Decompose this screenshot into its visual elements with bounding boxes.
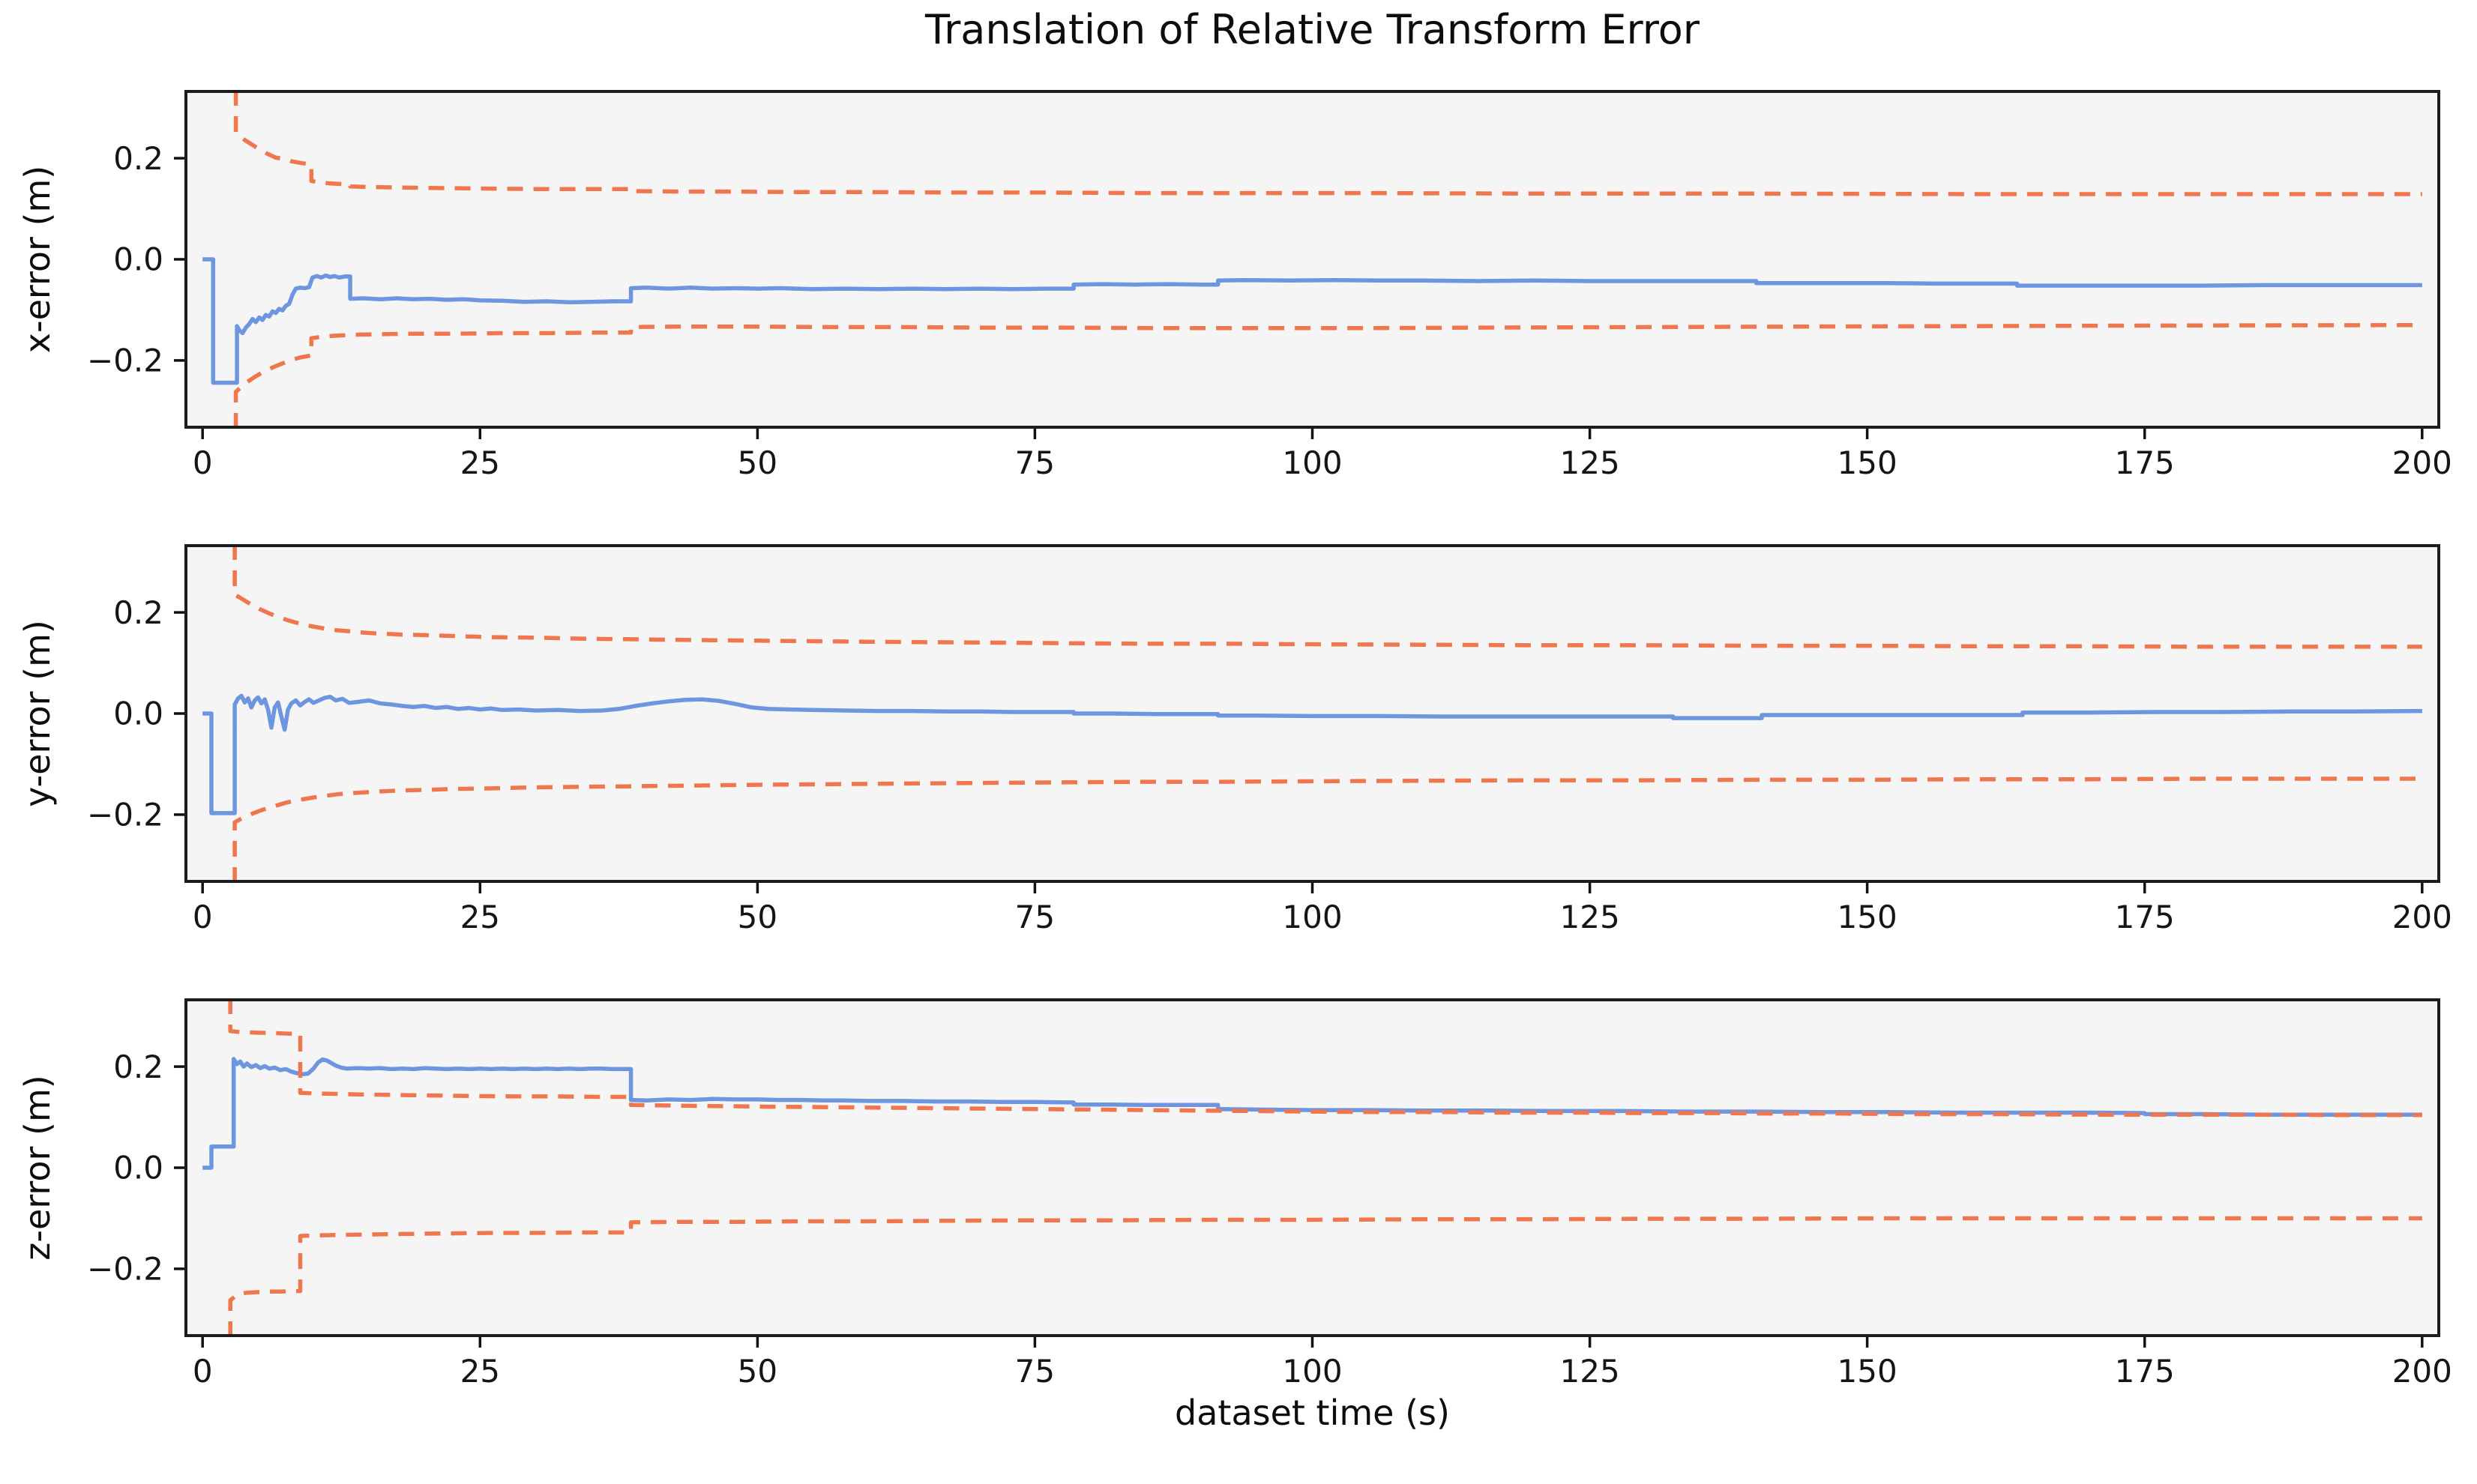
- x-tick-label: 100: [1282, 1353, 1342, 1390]
- y-error-line: [202, 693, 2422, 815]
- x-tick-label: 200: [2392, 444, 2452, 481]
- x-tick-label: 125: [1560, 899, 1620, 935]
- y-tick-label: 0.0: [113, 1150, 163, 1186]
- x-tick-label: 125: [1560, 1353, 1620, 1390]
- axes-background: [186, 91, 2439, 427]
- x-tick-label: 100: [1282, 899, 1342, 935]
- x-tick-label: 75: [1015, 1353, 1055, 1390]
- x-tick-label: 25: [460, 899, 500, 935]
- x-lower-bound-line: [233, 322, 2422, 427]
- y-axis-label-y-error: y-error (m): [17, 620, 58, 807]
- x-tick-label: 50: [738, 899, 777, 935]
- x-tick-label: 25: [460, 444, 500, 481]
- axes-spine: [184, 544, 2440, 883]
- subplot-x-error: 0 25 50 75 100 125 150 175 200 0.2 0.0 −0.2: [87, 90, 2452, 481]
- y-tick-label: 0.0: [113, 696, 163, 732]
- y-tick-label: −0.2: [87, 343, 163, 379]
- x-tick-label: 150: [1838, 1353, 1897, 1390]
- x-error-line: [202, 257, 2422, 385]
- x-tick-label: 50: [738, 444, 777, 481]
- y-lower-bound-line: [232, 776, 2422, 881]
- x-tick-label: 75: [1015, 899, 1055, 935]
- x-tick-label: 75: [1015, 444, 1055, 481]
- y-upper-bound-line: [232, 546, 2422, 649]
- x-tick-label: 0: [193, 1353, 213, 1390]
- x-tick-label: 100: [1282, 444, 1342, 481]
- y-tick-label: −0.2: [87, 1251, 163, 1288]
- z-upper-bound-line: [228, 1000, 2422, 1117]
- y-tick-label: 0.0: [113, 241, 163, 278]
- x-tick-label: 25: [460, 1353, 500, 1390]
- x-tick-label: 200: [2392, 1353, 2452, 1390]
- y-tick-label: −0.2: [87, 797, 163, 833]
- y-axis-label-x-error: x-error (m): [17, 165, 58, 354]
- y-tick-label: 0.2: [113, 140, 163, 177]
- x-upper-bound-line: [233, 91, 2422, 196]
- figure-title: Translation of Relative Transform Error: [925, 6, 1700, 53]
- x-tick-label: 50: [738, 1353, 777, 1390]
- z-error-line: [202, 1057, 2422, 1170]
- subplot-z-error: 0 25 50 75 100 125 150 175 200 0.2 0.0 −0.2: [87, 998, 2452, 1390]
- x-tick-label: 150: [1838, 899, 1897, 935]
- y-tick-label: 0.2: [113, 1049, 163, 1085]
- x-tick-label: 0: [193, 899, 213, 935]
- x-tick-label: 200: [2392, 899, 2452, 935]
- x-tick-label: 175: [2115, 899, 2175, 935]
- y-tick-label: 0.2: [113, 594, 163, 631]
- y-axis-label-z-error: z-error (m): [17, 1075, 58, 1261]
- x-tick-label: 125: [1560, 444, 1620, 481]
- axes-spine: [184, 998, 2440, 1337]
- x-axis-label: dataset time (s): [1175, 1393, 1450, 1433]
- axes-spine: [184, 90, 2440, 429]
- x-tick-label: 175: [2115, 1353, 2175, 1390]
- x-tick-label: 0: [193, 444, 213, 481]
- axes-background: [186, 1000, 2439, 1336]
- x-tick-label: 150: [1838, 444, 1897, 481]
- subplot-y-error: 0 25 50 75 100 125 150 175 200 0.2 0.0 −0.2: [87, 544, 2452, 935]
- x-tick-label: 175: [2115, 444, 2175, 481]
- z-lower-bound-line: [228, 1216, 2422, 1336]
